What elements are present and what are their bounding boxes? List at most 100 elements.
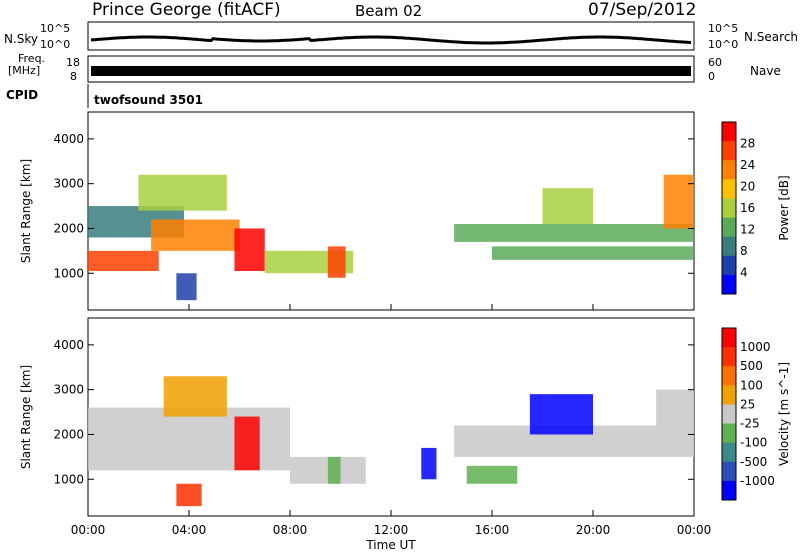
- colorbar-swatch: [722, 179, 736, 199]
- y-tick-label: 3000: [53, 383, 84, 397]
- nsky-panel-frame: [87, 21, 695, 51]
- colorbar-frame: [721, 121, 737, 295]
- colorbar-swatch: [722, 122, 736, 142]
- date-label: 07/Sep/2012: [588, 0, 697, 20]
- colorbar-swatch: [722, 328, 736, 348]
- heatmap-cell: [176, 483, 202, 507]
- freq-tick-high: 18: [66, 56, 80, 69]
- y-tick-label: 1000: [53, 472, 84, 486]
- colorbar-swatch: [722, 217, 736, 238]
- heatmap-cell: [151, 219, 240, 251]
- heatmap-cell: [454, 223, 694, 242]
- x-tick-label: 08:00: [273, 523, 308, 537]
- colorbar-label: Velocity [m s^-1]: [777, 362, 791, 466]
- heatmap-cell: [492, 246, 694, 260]
- x-tick-label: 20:00: [576, 523, 611, 537]
- colorbar-swatch: [722, 385, 736, 405]
- y-tick-label: 4000: [53, 338, 84, 352]
- power-colorbar: 28 24 20 16 12 8 4 Power [dB]: [721, 121, 791, 295]
- nsearch-tick-low: 10^0: [708, 38, 739, 51]
- freq-label-2: [MHz]: [8, 64, 41, 77]
- heatmap-cell: [88, 250, 159, 272]
- colorbar-swatch: [722, 274, 736, 295]
- x-axis-label: Time UT: [365, 538, 416, 552]
- colorbar-tick-label: 25: [740, 397, 755, 411]
- heatmap-cell: [176, 273, 197, 301]
- heatmap-cell: [163, 376, 227, 417]
- colorbar-tick-label: 24: [740, 158, 755, 172]
- power-heatmap: [88, 174, 694, 301]
- y-tick-label: 4000: [53, 132, 84, 146]
- heatmap-cell: [656, 389, 694, 426]
- y-axis-label: Slant Range [km]: [19, 159, 33, 263]
- axes: 1000 2000 3000 4000 Slant Range [km] 00:00 04:…: [19, 132, 711, 552]
- heatmap-cell: [234, 228, 265, 272]
- nsky-tick-high: 10^5: [40, 22, 71, 35]
- colorbar-swatch: [722, 461, 736, 482]
- y-tick-label: 2000: [53, 221, 84, 235]
- colorbar-tick-label: 4: [740, 266, 748, 280]
- nave-label: Nave: [750, 64, 781, 78]
- cpid-value: twofsound 3501: [94, 93, 203, 107]
- colorbar-swatch: [722, 442, 736, 463]
- heatmap-cell: [138, 174, 227, 211]
- x-tick-label: 12:00: [374, 523, 409, 537]
- freq-tick-low: 8: [70, 70, 77, 83]
- nave-tick-high: 60: [708, 56, 722, 69]
- heatmap-cell: [234, 416, 260, 471]
- nsearch-tick-high: 10^5: [708, 22, 739, 35]
- heatmap-cell: [421, 447, 437, 480]
- colorbar-tick-label: 28: [740, 137, 755, 151]
- y-tick-label: 3000: [53, 177, 84, 191]
- colorbar-swatch: [722, 404, 736, 425]
- colorbar-tick-label: -1000: [740, 474, 775, 488]
- colorbar-swatch: [722, 366, 736, 386]
- colorbar-tick-label: 500: [740, 359, 763, 373]
- colorbar-tick-label: -25: [740, 417, 760, 431]
- cpid-label: CPID: [6, 88, 39, 102]
- nsky-label: N.Sky: [4, 32, 39, 46]
- colorbar-swatch: [722, 255, 736, 276]
- velocity-heatmap: [88, 376, 694, 507]
- y-axis-label: Slant Range [km]: [19, 365, 33, 469]
- colorbar-swatch: [722, 480, 736, 501]
- freq-panel-frame: [87, 55, 695, 83]
- heatmap-cell: [542, 188, 593, 224]
- nsearch-label: N.Search: [744, 30, 799, 44]
- colorbar-tick-label: 20: [740, 180, 755, 194]
- heatmap-cell: [663, 174, 694, 229]
- colorbar-label: Power [dB]: [777, 175, 791, 240]
- colorbar-swatch: [722, 160, 736, 180]
- colorbar-tick-label: 8: [740, 244, 748, 258]
- freq-label-1: Freq.: [18, 52, 46, 65]
- colorbar-swatch: [722, 347, 736, 367]
- colorbar-tick-label: 1000: [740, 340, 771, 354]
- x-tick-label: 16:00: [475, 523, 510, 537]
- heatmap-cell: [327, 456, 341, 484]
- nave-tick-low: 0: [708, 70, 715, 83]
- colorbar-tick-label: 100: [740, 378, 763, 392]
- colorbar-swatch: [722, 423, 736, 444]
- nsky-trace: [90, 35, 692, 45]
- colorbar-frame: [721, 327, 737, 501]
- colorbar-tick-label: -500: [740, 455, 767, 469]
- heatmap-cell: [327, 246, 346, 278]
- heatmap-cell: [529, 394, 593, 435]
- nsky-tick-low: 10^0: [40, 38, 71, 51]
- y-tick-label: 2000: [53, 427, 84, 441]
- x-tick-label: 04:00: [172, 523, 207, 537]
- colorbar-swatch: [722, 236, 736, 257]
- x-tick-label: 00:00: [71, 523, 106, 537]
- colorbar-swatch: [722, 198, 736, 219]
- colorbar-swatch: [722, 141, 736, 161]
- colorbar-tick-label: -100: [740, 436, 767, 450]
- station-title: Prince George (fitACF): [92, 0, 281, 20]
- y-tick-label: 1000: [53, 266, 84, 280]
- x-tick-label: 00:00: [677, 523, 712, 537]
- colorbar-tick-label: 16: [740, 201, 755, 215]
- nave-band: [91, 66, 691, 76]
- beam-label: Beam 02: [355, 2, 423, 20]
- colorbar-tick-label: 12: [740, 223, 755, 237]
